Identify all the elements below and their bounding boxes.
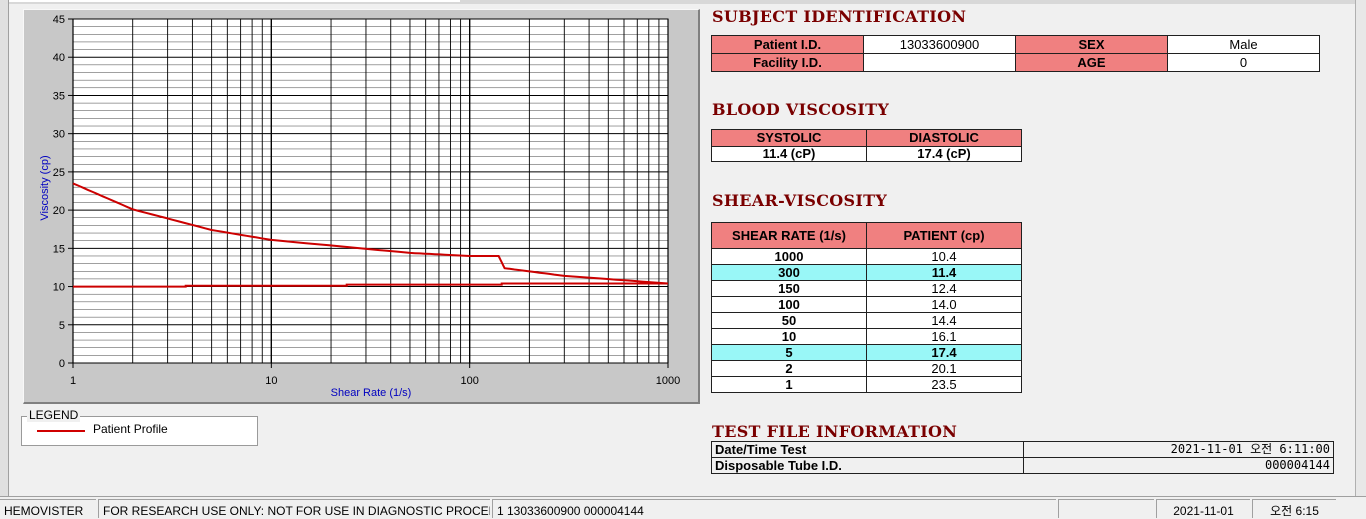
systolic-value: 11.4 (cP) (711, 146, 867, 162)
diastolic-label: DIASTOLIC (866, 129, 1022, 147)
y-tick-label: 35 (53, 90, 65, 102)
status-notice: FOR RESEARCH USE ONLY: NOT FOR USE IN DI… (98, 499, 490, 518)
table-row: 1 23.5 (711, 376, 1022, 393)
y-tick-label: 5 (59, 320, 65, 332)
table-row: 150 12.4 (711, 280, 1022, 297)
x-tick-label: 100 (460, 375, 478, 387)
x-axis-label: Shear Rate (1/s) (331, 387, 412, 399)
date-time-label: Date/Time Test (711, 441, 1024, 458)
shear-rate-cell: 2 (711, 360, 867, 377)
age-value: 0 (1167, 53, 1320, 72)
y-tick-label: 10 (53, 282, 65, 294)
viscosity-cell: 20.1 (866, 360, 1022, 377)
facility-id-value (863, 53, 1016, 72)
table-row: 300 11.4 (711, 264, 1022, 281)
blood-viscosity-table: SYSTOLIC DIASTOLIC 11.4 (cP) 17.4 (cP) (711, 129, 1022, 162)
sex-label: SEX (1015, 35, 1168, 54)
table-row: 1000 10.4 (711, 248, 1022, 265)
table-row: 50 14.4 (711, 312, 1022, 329)
viscosity-cell: 10.4 (866, 248, 1022, 265)
viscosity-cell: 14.0 (866, 296, 1022, 313)
test-file-title: TEST FILE INFORMATION (712, 422, 958, 441)
plot-area (73, 19, 668, 363)
shear-rate-cell: 5 (711, 344, 867, 361)
sex-value: Male (1167, 35, 1320, 54)
x-tick-label: 10 (265, 375, 277, 387)
test-file-table: Date/Time Test 2021-11-01 오전 6:11:00 Dis… (711, 441, 1334, 474)
shear-rate-cell: 300 (711, 264, 867, 281)
diastolic-value: 17.4 (cP) (866, 146, 1022, 162)
viscosity-cell: 14.4 (866, 312, 1022, 329)
y-tick-label: 40 (53, 52, 65, 64)
systolic-label: SYSTOLIC (711, 129, 867, 147)
legend-swatch (37, 430, 85, 432)
patient-cp-header: PATIENT (cp) (866, 222, 1022, 249)
x-axis-ticks: 1 10 100 1000 (70, 363, 680, 387)
viscosity-cell: 17.4 (866, 344, 1022, 361)
viscosity-cell: 11.4 (866, 264, 1022, 281)
viscosity-cell: 23.5 (866, 376, 1022, 393)
status-bar: HEMOVISTER FOR RESEARCH USE ONLY: NOT FO… (0, 496, 1366, 519)
blood-viscosity-title: BLOOD VISCOSITY (712, 100, 890, 119)
shear-rate-header: SHEAR RATE (1/s) (711, 222, 867, 249)
status-empty-panel (1058, 499, 1154, 518)
shear-rate-cell: 150 (711, 280, 867, 297)
patient-profile-lower-line (73, 282, 668, 288)
patient-id-value: 13033600900 (863, 35, 1016, 54)
chart-grid (72, 18, 669, 364)
age-label: AGE (1015, 53, 1168, 72)
shear-viscosity-table: SHEAR RATE (1/s) PATIENT (cp) 1000 10.4 3… (711, 222, 1022, 393)
date-time-value: 2021-11-01 오전 6:11:00 (1023, 441, 1334, 458)
viscosity-chart: 0 5 10 15 20 25 30 35 40 45 1 10 100 1000 Viscosity … (39, 14, 680, 399)
status-time: 오전 6:15 (1252, 499, 1336, 518)
patient-id-label: Patient I.D. (711, 35, 864, 54)
shear-rate-cell: 1000 (711, 248, 867, 265)
facility-id-label: Facility I.D. (711, 53, 864, 72)
subject-title: SUBJECT IDENTIFICATION (712, 7, 967, 26)
top-strip (0, 0, 1366, 4)
status-record: 1 13033600900 000004144 (492, 499, 1056, 518)
y-tick-label: 45 (53, 14, 65, 26)
left-window-edge (0, 0, 9, 496)
vertical-scrollbar[interactable] (1355, 0, 1366, 496)
table-row: 10 16.1 (711, 328, 1022, 345)
x-tick-label: 1000 (656, 375, 680, 387)
tube-id-label: Disposable Tube I.D. (711, 457, 1024, 474)
table-row: 100 14.0 (711, 296, 1022, 313)
shear-viscosity-title: SHEAR-VISCOSITY (712, 191, 888, 210)
table-row: 2 20.1 (711, 360, 1022, 377)
x-tick-label: 1 (70, 375, 76, 387)
y-tick-label: 20 (53, 205, 65, 217)
shear-rate-cell: 1 (711, 376, 867, 393)
status-date: 2021-11-01 (1156, 499, 1250, 518)
tube-id-value: 000004144 (1023, 457, 1334, 474)
y-axis-label: Viscosity (cp) (39, 155, 51, 220)
shear-rate-cell: 10 (711, 328, 867, 345)
y-axis-ticks: 0 5 10 15 20 25 30 35 40 45 (53, 14, 73, 370)
plot-border (72, 18, 669, 364)
y-tick-label: 15 (53, 243, 65, 255)
shear-rate-cell: 100 (711, 296, 867, 313)
y-tick-label: 25 (53, 167, 65, 179)
status-app-name: HEMOVISTER (0, 499, 96, 518)
legend-title: LEGEND (27, 408, 81, 422)
viscosity-cell: 16.1 (866, 328, 1022, 345)
patient-profile-line (72, 182, 669, 285)
y-tick-label: 0 (59, 358, 65, 370)
subject-table: Patient I.D. 13033600900 SEX Male Facili… (711, 35, 1320, 72)
legend-item: Patient Profile (93, 422, 168, 436)
chart-series (72, 182, 669, 288)
y-tick-label: 30 (53, 129, 65, 141)
viscosity-cell: 12.4 (866, 280, 1022, 297)
shear-rate-cell: 50 (711, 312, 867, 329)
table-row: 5 17.4 (711, 344, 1022, 361)
